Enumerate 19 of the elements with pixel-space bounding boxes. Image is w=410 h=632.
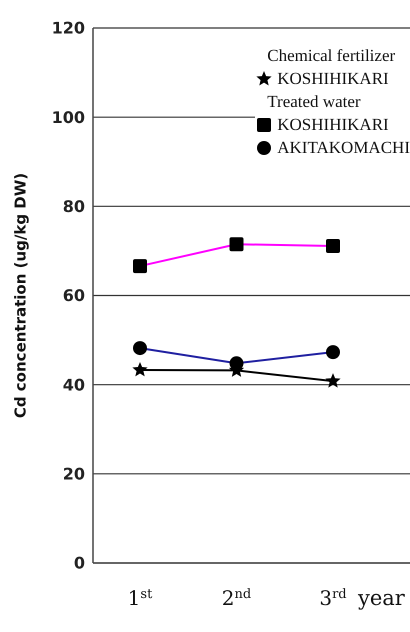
x-axis-title: year bbox=[358, 586, 405, 610]
y-tick-label: 0 bbox=[74, 554, 85, 573]
x-tick-label: 1$^{st}$ bbox=[128, 586, 154, 610]
y-axis-title: Cd concentration (ug/kg DW) bbox=[11, 172, 30, 418]
point bbox=[132, 362, 148, 376]
legend-label: KOSHIHIKARI bbox=[277, 114, 389, 136]
x-tick-label: 2$^{nd}$ bbox=[222, 586, 252, 610]
legend-label: AKITAKOMACHI bbox=[277, 137, 410, 159]
y-tick-label: 20 bbox=[62, 464, 85, 484]
legend-label: KOSHIHIKARI bbox=[277, 68, 389, 90]
y-tick-label: 60 bbox=[62, 286, 85, 306]
point bbox=[325, 373, 341, 388]
y-tick-label: 100 bbox=[52, 108, 85, 127]
annotation: Chemical fertilizer bbox=[266, 45, 396, 67]
x-tick-label: 3$^{rd}$ bbox=[319, 586, 347, 610]
y-tick-label: 120 bbox=[52, 18, 85, 38]
y-tick-label: 40 bbox=[62, 375, 85, 394]
annotation: Treated water bbox=[266, 91, 362, 113]
y-tick-label: 80 bbox=[62, 197, 85, 216]
